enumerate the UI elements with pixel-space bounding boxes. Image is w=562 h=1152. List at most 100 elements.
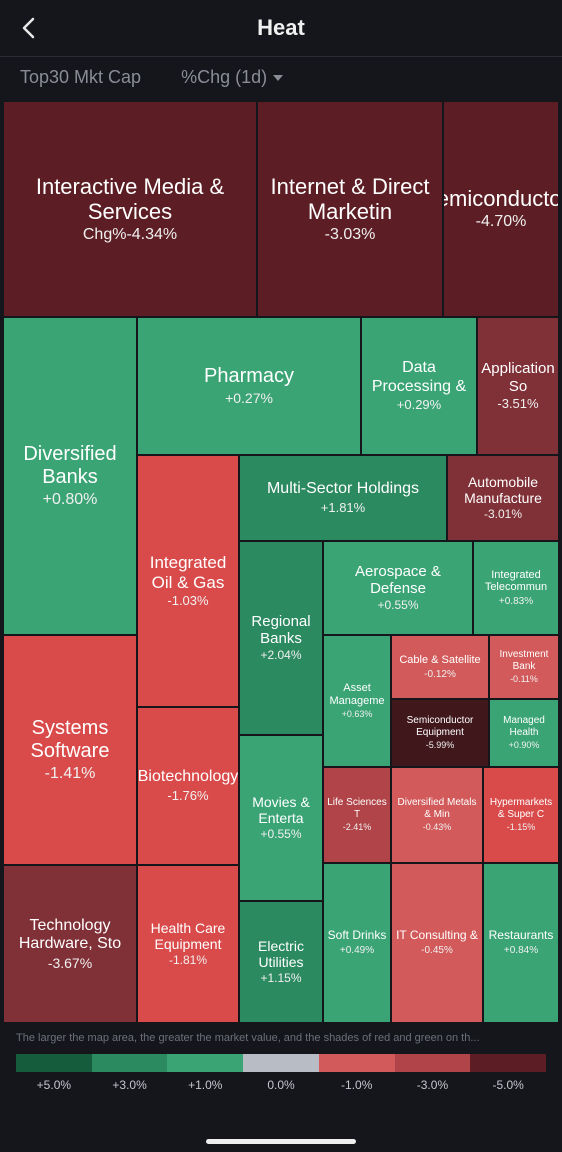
heatmap-cell[interactable]: Diversified Banks +0.80% xyxy=(4,318,136,634)
cell-name: Interactive Media & Services xyxy=(6,174,254,225)
heatmap-cell[interactable]: Aerospace & Defense+0.55% xyxy=(324,542,472,634)
heatmap-cell[interactable]: Life Sciences T-2.41% xyxy=(324,768,390,862)
cell-name: Managed Health xyxy=(492,715,556,738)
cell-name: Aerospace & Defense xyxy=(326,563,470,598)
legend-label: +5.0% xyxy=(16,1078,92,1092)
legend-note: The larger the map area, the greater the… xyxy=(16,1032,546,1044)
heatmap-cell[interactable]: Integrated Oil & Gas -1.03% xyxy=(138,456,238,706)
heatmap-cell[interactable]: Electric Utilities+1.15% xyxy=(240,902,322,1022)
heatmap-cell[interactable]: Multi-Sector Holdings +1.81% xyxy=(240,456,446,540)
heatmap-cell[interactable]: Regional Banks+2.04% xyxy=(240,542,322,734)
back-button[interactable] xyxy=(14,14,42,42)
cell-change: -3.67% xyxy=(48,955,92,971)
cell-name: Cable & Satellite xyxy=(399,654,480,667)
legend-segment xyxy=(167,1054,243,1072)
heatmap-cell[interactable]: Pharmacy+0.27% xyxy=(138,318,360,454)
cell-name: Diversified Banks xyxy=(6,443,134,489)
cell-change: -0.43% xyxy=(423,822,452,832)
heatmap-cell[interactable]: Cable & Satellite -0.12% xyxy=(392,636,488,698)
heatmap-cell[interactable]: Hypermarkets & Super C-1.15% xyxy=(484,768,558,862)
page-title: Heat xyxy=(0,15,562,41)
cell-name: Internet & Direct Marketin xyxy=(260,174,440,225)
heatmap-treemap: Interactive Media & ServicesChg%-4.34%In… xyxy=(4,102,558,1022)
heatmap-cell[interactable]: Interactive Media & ServicesChg%-4.34% xyxy=(4,102,256,316)
cell-change: +2.04% xyxy=(260,649,301,663)
cell-change: -2.41% xyxy=(343,822,372,832)
cell-name: Integrated Telecommun xyxy=(476,569,556,594)
cell-name: Data Processing & xyxy=(364,359,474,396)
legend-label: +1.0% xyxy=(167,1078,243,1092)
heatmap-cell[interactable]: Restaurants +0.84% xyxy=(484,864,558,1022)
cell-name: Regional Banks xyxy=(242,613,320,648)
filter-universe-label: Top30 Mkt Cap xyxy=(20,67,141,88)
cell-name: Health Care Equipment xyxy=(140,920,236,952)
cell-name: Investment Bank xyxy=(492,649,556,672)
cell-name: Biotechnology xyxy=(138,768,238,786)
cell-change: -3.51% xyxy=(497,397,538,412)
legend-label: -3.0% xyxy=(395,1078,471,1092)
heatmap-cell[interactable]: Asset Manageme+0.63% xyxy=(324,636,390,766)
heatmap-cell[interactable]: Health Care Equipment-1.81% xyxy=(138,866,238,1022)
heatmap-cell[interactable]: Internet & Direct Marketin-3.03% xyxy=(258,102,442,316)
heatmap-cell[interactable]: Automobile Manufacture-3.01% xyxy=(448,456,558,540)
home-indicator xyxy=(206,1139,356,1144)
heatmap-cell[interactable]: Semiconductors-4.70% xyxy=(444,102,558,316)
heatmap-cell[interactable]: Technology Hardware, Sto-3.67% xyxy=(4,866,136,1022)
cell-change: -1.41% xyxy=(45,765,96,783)
cell-change: +0.80% xyxy=(43,491,98,509)
cell-change: +1.15% xyxy=(260,972,301,986)
heatmap-cell[interactable]: Diversified Metals & Min -0.43% xyxy=(392,768,482,862)
cell-change: +1.81% xyxy=(321,501,365,516)
app-header: Heat xyxy=(0,0,562,56)
heatmap-cell[interactable]: Biotechnology -1.76% xyxy=(138,708,238,864)
cell-name: Systems Software xyxy=(6,717,134,763)
filter-universe[interactable]: Top30 Mkt Cap xyxy=(20,67,141,88)
heatmap-cell[interactable]: IT Consulting &-0.45% xyxy=(392,864,482,1022)
filter-metric[interactable]: %Chg (1d) xyxy=(181,67,283,88)
cell-change: +0.84% xyxy=(504,945,538,957)
legend-segment xyxy=(319,1054,395,1072)
cell-change: +0.29% xyxy=(397,398,441,413)
legend-label: -5.0% xyxy=(470,1078,546,1092)
cell-change: -1.03% xyxy=(167,594,208,609)
cell-change: -0.45% xyxy=(421,945,453,957)
legend-segment xyxy=(470,1054,546,1072)
cell-change: +0.83% xyxy=(499,596,533,608)
cell-name: Multi-Sector Holdings xyxy=(267,480,419,498)
cell-change: +0.49% xyxy=(340,945,374,957)
cell-name: Movies & Enterta xyxy=(242,794,320,826)
cell-change: +0.55% xyxy=(377,599,418,613)
cell-change: -3.03% xyxy=(325,226,376,244)
cell-name: Semiconductors xyxy=(444,186,558,211)
cell-change: -1.76% xyxy=(167,789,208,804)
heatmap-cell[interactable]: Investment Bank-0.11% xyxy=(490,636,558,698)
cell-change: -0.12% xyxy=(424,669,456,681)
cell-name: Semiconductor Equipment xyxy=(394,715,486,738)
cell-change: +0.63% xyxy=(342,709,373,719)
legend-label: 0.0% xyxy=(243,1078,319,1092)
heatmap-cell[interactable]: Semiconductor Equipment-5.99% xyxy=(392,700,488,766)
heatmap-cell[interactable]: Movies & Enterta +0.55% xyxy=(240,736,322,900)
chevron-down-icon xyxy=(273,75,283,81)
heatmap-cell[interactable]: Integrated Telecommun +0.83% xyxy=(474,542,558,634)
legend-label: +3.0% xyxy=(92,1078,168,1092)
cell-name: Automobile Manufacture xyxy=(450,474,556,506)
cell-change: +0.27% xyxy=(225,390,273,406)
heatmap-cell[interactable]: Data Processing & +0.29% xyxy=(362,318,476,454)
legend-labels: +5.0%+3.0%+1.0%0.0%-1.0%-3.0%-5.0% xyxy=(16,1078,546,1092)
cell-change: +0.55% xyxy=(260,828,301,842)
legend-segment xyxy=(92,1054,168,1072)
legend-color-bar xyxy=(16,1054,546,1072)
heatmap-cell[interactable]: Application So -3.51% xyxy=(478,318,558,454)
cell-name: Restaurants xyxy=(489,929,554,943)
heatmap-cell[interactable]: Managed Health+0.90% xyxy=(490,700,558,766)
filter-bar: Top30 Mkt Cap %Chg (1d) xyxy=(0,57,562,102)
cell-name: Integrated Oil & Gas xyxy=(140,553,236,592)
chevron-left-icon xyxy=(21,17,35,39)
cell-name: Application So xyxy=(480,360,556,395)
heatmap-cell[interactable]: Soft Drinks +0.49% xyxy=(324,864,390,1022)
heatmap-cell[interactable]: Systems Software -1.41% xyxy=(4,636,136,864)
cell-name: Technology Hardware, Sto xyxy=(6,917,134,954)
cell-name: Diversified Metals & Min xyxy=(394,797,480,820)
cell-name: Soft Drinks xyxy=(328,929,387,943)
